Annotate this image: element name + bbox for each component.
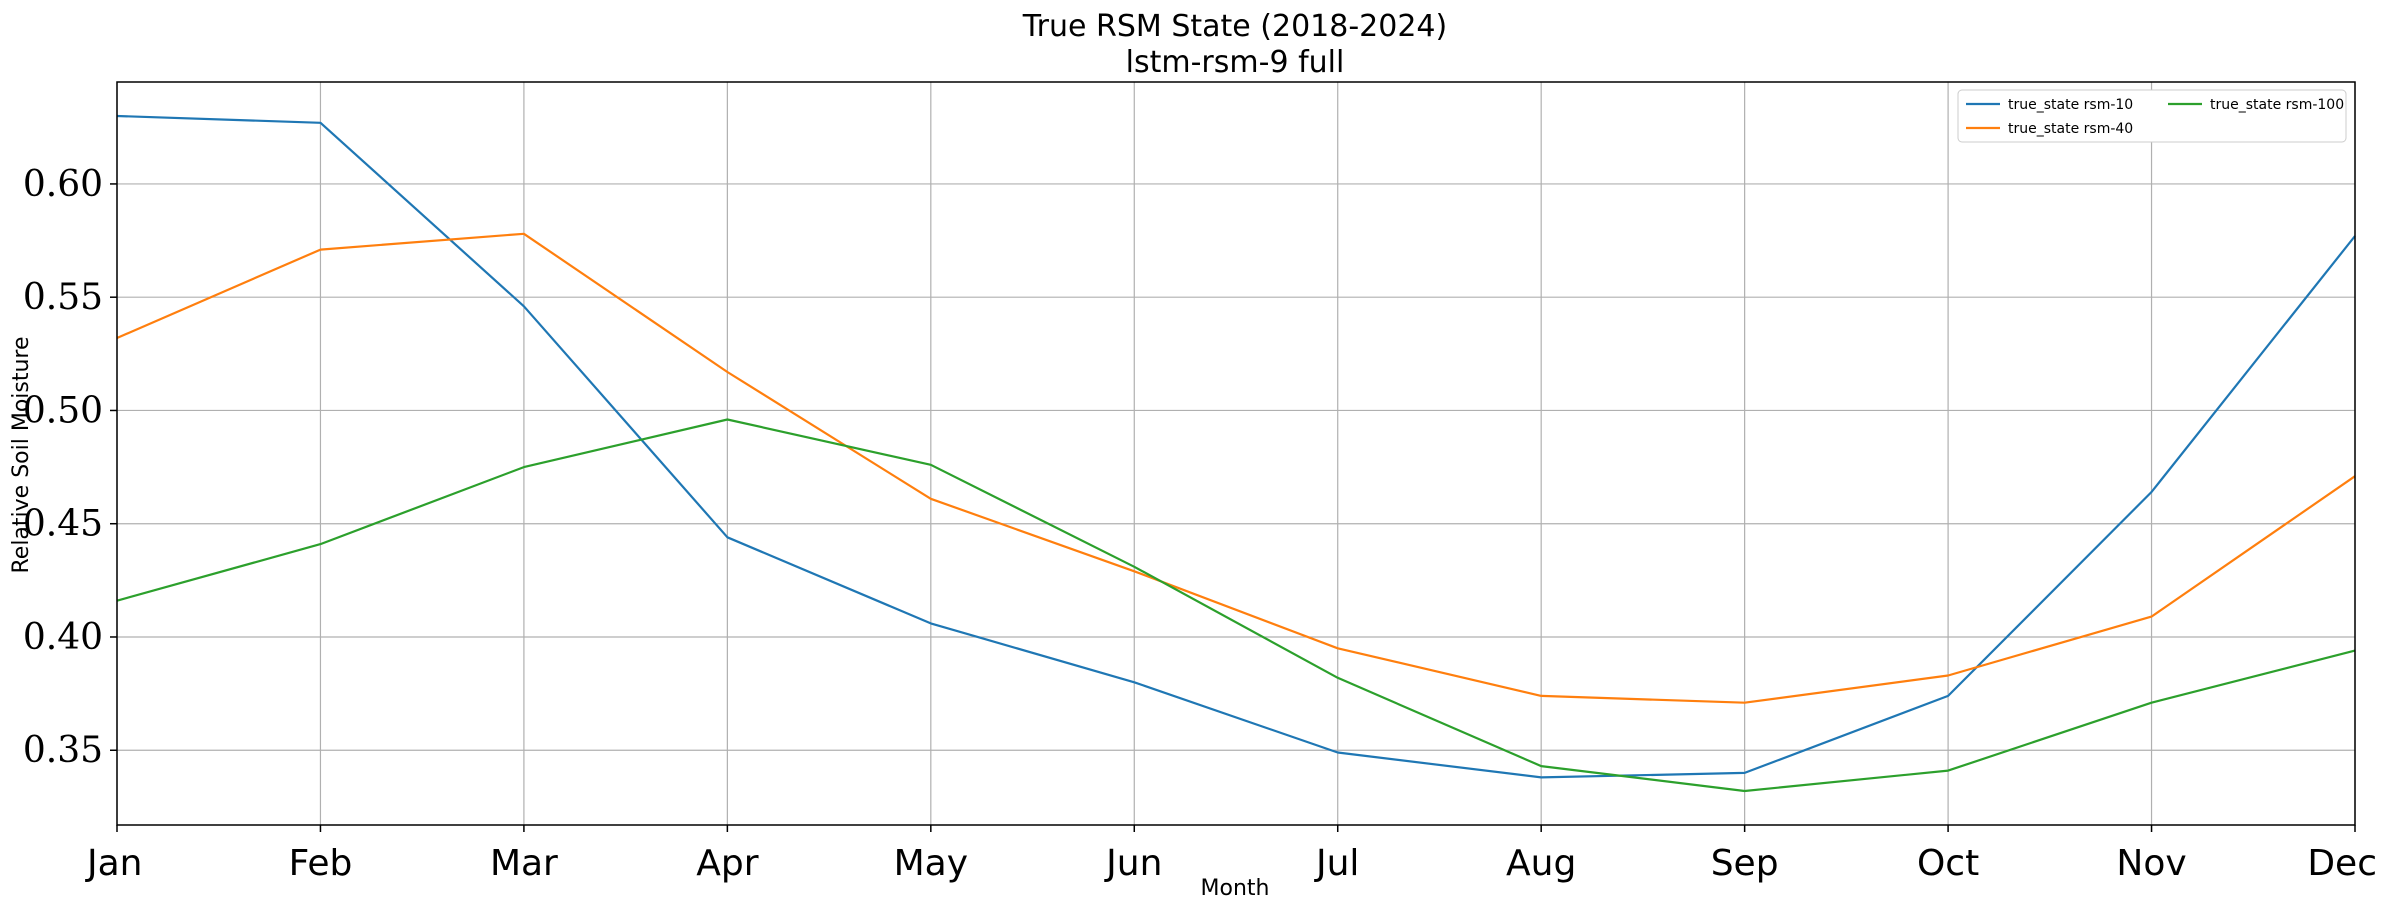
x-tick-labels: Jan Feb Mar Apr May Jun Jul Aug Sep Oct Nov Dec [85, 825, 2377, 884]
legend-label-rsm-10: true_state rsm-10 [2008, 97, 2133, 113]
legend-box [1957, 89, 2347, 143]
x-tick-label: Aug [1506, 843, 1576, 884]
y-tick-label: 0.40 [23, 617, 103, 658]
series-lines [116, 114, 2356, 793]
x-tick-label: Oct [1917, 843, 1979, 884]
x-tick-label: Jul [1314, 843, 1359, 884]
y-tick-label: 0.35 [23, 730, 103, 771]
x-tick-label: Mar [490, 843, 558, 884]
x-axis-label: Month [1201, 876, 1270, 901]
grid [116, 82, 2356, 825]
x-tick-label: Apr [696, 843, 758, 884]
series-line-rsm-100 [116, 418, 2356, 793]
x-tick-label: May [894, 843, 968, 884]
y-tick-labels: 0.35 0.40 0.45 0.50 0.55 0.60 [23, 164, 117, 771]
chart-subtitle: lstm-rsm-9 full [1126, 45, 1345, 80]
legend: true_state rsm-10 true_state rsm-40 true… [1957, 89, 2347, 143]
y-tick-label: 0.50 [23, 390, 103, 431]
y-tick-label: 0.55 [23, 277, 103, 318]
plot-frame [116, 81, 2356, 826]
x-tick-label: Jan [85, 843, 143, 884]
x-tick-label: Nov [2116, 843, 2186, 884]
legend-label-rsm-100: true_state rsm-100 [2210, 97, 2344, 113]
series-line-rsm-10 [116, 114, 2356, 779]
chart-title: True RSM State (2018-2024) [1022, 9, 1447, 44]
x-tick-label: Dec [2307, 843, 2377, 884]
y-axis-label: Relative Soil Moisture [9, 336, 34, 573]
series-line-rsm-40 [116, 232, 2356, 704]
y-tick-label: 0.45 [23, 504, 103, 545]
y-tick-label: 0.60 [23, 164, 103, 205]
x-tick-label: Feb [289, 843, 353, 884]
legend-label-rsm-40: true_state rsm-40 [2008, 121, 2133, 137]
x-tick-label: Jun [1104, 843, 1162, 884]
x-tick-label: Sep [1711, 843, 1779, 884]
